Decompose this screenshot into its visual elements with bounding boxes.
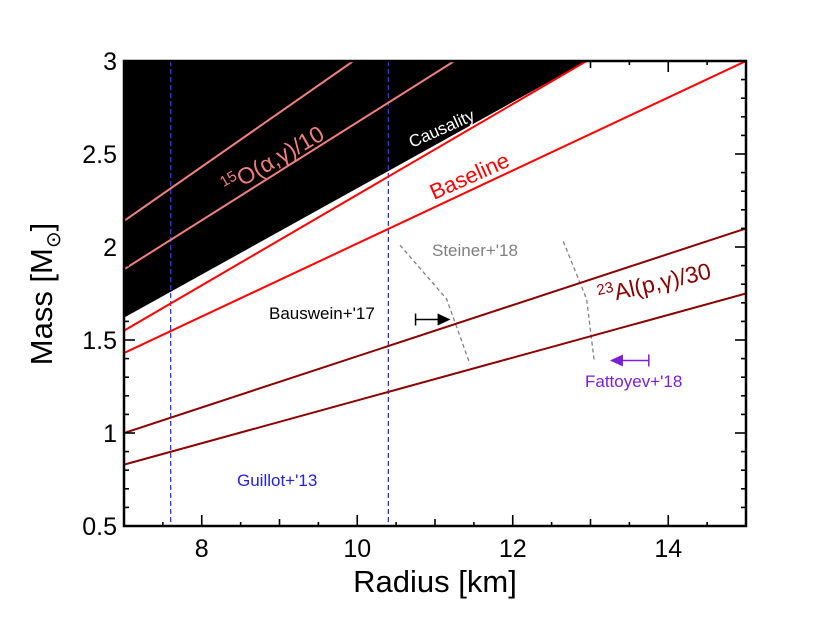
y-axis-title-text: Mass [M bbox=[24, 248, 59, 365]
annotation-fattoyev: Fattoyev+'18 bbox=[585, 372, 682, 391]
y-tick-label: 3 bbox=[103, 48, 117, 76]
annotation-guillot: Guillot+'13 bbox=[237, 471, 317, 490]
annotation-steiner: Steiner+'18 bbox=[432, 241, 518, 260]
series-line-4 bbox=[124, 227, 746, 434]
y-axis-title: Mass [M⊙] bbox=[24, 223, 65, 366]
y-tick-label: 1 bbox=[103, 420, 117, 448]
y-tick-label: 2 bbox=[103, 234, 117, 262]
series-line-1 bbox=[124, 61, 455, 271]
annotation-al23-superscript: 23 bbox=[595, 279, 615, 299]
series-line-2 bbox=[124, 61, 588, 332]
x-tick-label: 10 bbox=[343, 535, 371, 563]
y-tick-label: 1.5 bbox=[82, 327, 117, 355]
y-tick-label: 0.5 bbox=[82, 513, 117, 541]
series-line-0 bbox=[124, 61, 354, 222]
y-axis-title-close: ] bbox=[24, 223, 59, 232]
x-tick-label: 14 bbox=[654, 535, 682, 563]
y-tick-label: 2.5 bbox=[82, 141, 117, 169]
x-tick-label: 8 bbox=[195, 535, 209, 563]
annotation-bauswein: Bauswein+'17 bbox=[269, 304, 375, 323]
arrow-head-0 bbox=[437, 313, 451, 326]
series-line-5 bbox=[124, 292, 746, 466]
x-tick-label: 12 bbox=[499, 535, 527, 563]
series-line-3 bbox=[124, 61, 746, 354]
annotation-o15-superscript: 15 bbox=[217, 168, 240, 191]
x-axis-title: Radius [km] bbox=[353, 564, 517, 599]
steiner-curve-0 bbox=[399, 244, 471, 365]
causality-region bbox=[124, 61, 587, 318]
y-axis-title-subscript: ⊙ bbox=[43, 231, 65, 248]
arrow-head-1 bbox=[609, 354, 623, 367]
